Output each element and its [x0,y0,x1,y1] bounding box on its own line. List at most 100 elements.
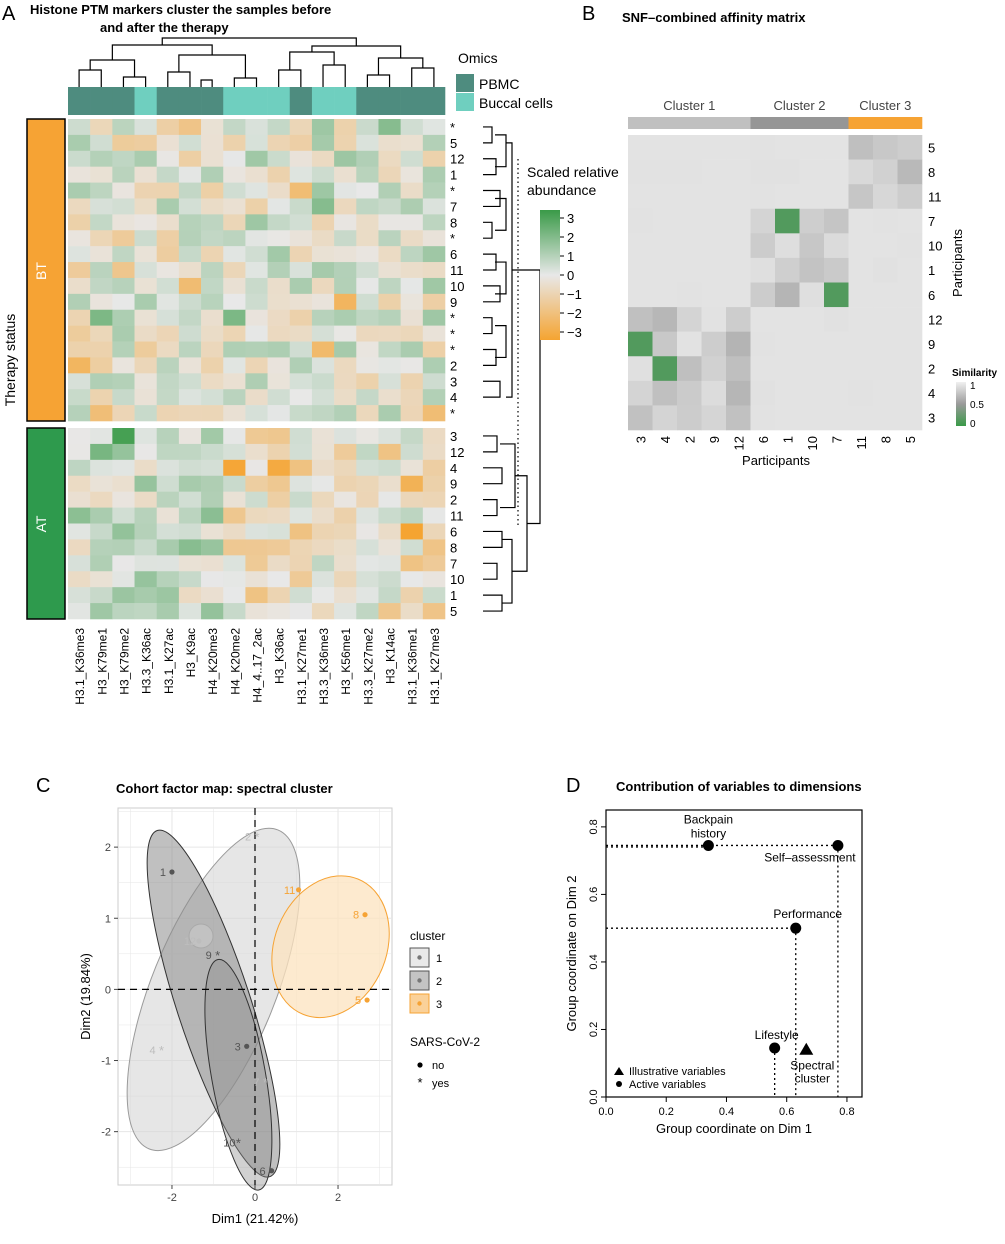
heatmap-row-label: 11 [450,509,464,524]
panel-a-title-line1: Histone PTM markers cluster the samples … [30,2,331,17]
heatmap-cell [334,459,357,477]
heatmap-cell [156,230,180,247]
affinity-cell [701,405,727,431]
heatmap-cell [90,443,113,461]
sars-legend-no-dot [417,1062,423,1068]
heatmap-cell [289,214,313,231]
affinity-cell [628,233,653,259]
heatmap-cell [178,214,202,231]
heatmap-cell [112,389,135,406]
panel-d-letter: D [566,775,580,797]
heatmap-cell [400,198,424,215]
heatmap-cell [400,246,424,263]
heatmap-cell [245,293,268,311]
affinity-cell [726,135,751,160]
heatmap-cell [311,428,335,445]
heatmap-cell [90,182,113,199]
heatmap-cell [289,405,313,422]
heatmap-cell [334,523,357,540]
heatmap-cell [68,539,91,556]
affinity-cell [873,135,898,160]
factor-point-label: 12 [184,936,196,948]
heatmap-cell [90,373,113,390]
heatmap-cell [289,428,313,445]
heatmap-cell [134,198,158,215]
heatmap-cell [178,119,202,136]
scale-tick-label: −1 [567,287,582,302]
heatmap-cell [245,459,268,477]
x-tick-label: 0 [252,1192,258,1204]
heatmap-cell [112,293,135,311]
heatmap-cell [90,587,113,604]
heatmap-cell [400,119,424,136]
heatmap-cell [134,539,158,556]
affinity-cell [799,184,825,210]
heatmap-row-label: 8 [450,540,457,555]
affinity-cell [848,159,874,185]
affinity-cell [750,257,776,283]
heatmap-cell [289,523,313,540]
heatmap-cell [334,293,357,311]
scale-tick-label: 2 [567,230,574,245]
heatmap-cell [311,150,335,167]
heatmap-cell [422,539,446,556]
similarity-legend-title: Similarity [952,368,997,379]
affinity-cell [897,380,923,406]
affinity-column-label: 1 [780,436,795,443]
heatmap-cell [201,262,224,279]
heatmap-cell [289,459,313,477]
heatmap-cell [245,373,268,390]
heatmap-cell [289,166,313,183]
heatmap-cell [134,119,158,136]
affinity-cell [652,405,678,431]
heatmap-cell [156,555,180,572]
affinity-cell [799,307,825,332]
heatmap-cell [134,459,158,477]
heatmap-cell [378,373,401,390]
heatmap-cell [311,507,335,524]
affinity-cell [824,184,849,210]
x-tick-label: 2 [335,1192,341,1204]
affinity-matrix-cells [628,135,923,431]
scale-title-line1: Scaled relative [527,164,619,180]
heatmap-cell [267,389,291,406]
omics-legend-title: Omics [458,50,498,66]
heatmap-cell [68,309,91,326]
heatmap-cell [223,539,246,556]
heatmap-cell [156,341,180,358]
heatmap-cell [245,475,268,492]
affinity-cell [775,233,800,259]
heatmap-cell [378,507,401,524]
factor-point-label: 8 [353,910,359,922]
heatmap-cell [422,166,446,183]
heatmap-cell [201,491,224,508]
heatmap-cell [311,555,335,572]
dendrogram-branch [483,530,503,548]
heatmap-cell [245,539,268,556]
heatmap-cell [201,405,224,422]
affinity-cell [848,233,874,259]
heatmap-cell [378,119,401,136]
affinity-row-labels: 5 8 11 7 10 1 6 12 9 2 4 3 [928,140,942,425]
affinity-cell [775,307,800,332]
heatmap-cell [400,373,424,390]
omics-annotation-cell [156,87,180,115]
affinity-cell [726,184,751,210]
panel-c: C Cohort factor map: spectral cluster * 2… [36,775,480,1226]
heatmap-cell [356,277,379,295]
affinity-cell [848,135,874,160]
omics-annotation-cell [289,87,313,115]
omics-annotation-cell [245,87,268,115]
heatmap-cell [289,491,313,508]
heatmap-cell [68,246,91,263]
heatmap-cell [178,571,202,588]
heatmap-cell [112,150,135,167]
heatmap-cell [289,182,313,199]
heatmap-cell [201,603,224,620]
panel-b-title: SNF–combined affinity matrix [622,10,806,25]
heatmap-cell [201,119,224,136]
factor-point: * [215,948,220,963]
heatmap-cell [245,134,268,152]
heatmap-cell [90,214,113,231]
affinity-cell [848,282,874,308]
